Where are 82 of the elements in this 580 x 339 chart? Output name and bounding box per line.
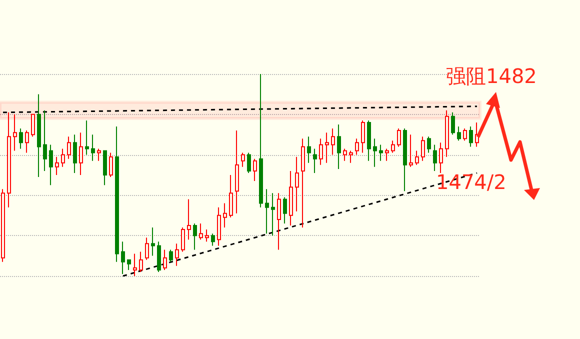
candlestick <box>427 136 431 154</box>
candlestick <box>127 259 131 270</box>
candlestick <box>19 128 23 150</box>
candlestick <box>373 138 377 168</box>
candlestick <box>73 134 77 174</box>
candlestick <box>253 158 257 182</box>
candlestick <box>331 128 335 156</box>
candlestick <box>469 126 473 148</box>
candlestick <box>259 74 263 208</box>
candlestick <box>181 227 185 252</box>
candlestick <box>355 138 359 156</box>
candlestick <box>277 192 281 250</box>
candlestick <box>349 150 353 164</box>
candlestick <box>439 142 443 174</box>
candlestick <box>391 140 395 154</box>
candlestick <box>133 253 137 276</box>
candlestick <box>37 94 41 178</box>
candlestick <box>457 126 461 142</box>
candlestick <box>241 152 245 168</box>
candlestick <box>97 148 101 162</box>
candlestick <box>115 126 119 262</box>
candlestick <box>91 134 95 162</box>
candlestick <box>13 114 17 152</box>
annotation: 1474/2 <box>436 170 506 194</box>
candlestick <box>337 124 341 170</box>
candlestick <box>433 144 437 172</box>
candlestick <box>403 128 407 192</box>
candlestick <box>163 249 167 270</box>
candlestick <box>295 156 299 212</box>
annotation: 强阻1482 <box>446 64 537 88</box>
candlestick <box>319 138 323 166</box>
candlestick <box>145 237 149 260</box>
candlestick <box>43 110 47 172</box>
candlestick <box>235 130 239 214</box>
candlestick <box>7 112 11 208</box>
candlestick <box>67 136 71 160</box>
candlestick <box>463 128 467 142</box>
candlestick <box>205 229 209 242</box>
candlestick <box>193 222 197 250</box>
candlestick <box>283 196 287 224</box>
candlestick <box>367 120 371 162</box>
candlestick <box>397 128 401 148</box>
candlestick <box>361 120 365 154</box>
candlestick <box>31 114 35 138</box>
candlestick <box>343 148 347 162</box>
candlestick <box>325 132 329 164</box>
candlestick <box>211 233 215 246</box>
candlestick <box>103 150 107 186</box>
candlestick <box>247 152 251 174</box>
candlestick <box>415 150 419 166</box>
candlestick <box>409 134 413 168</box>
candlestick <box>301 138 305 228</box>
candlestick <box>61 148 65 168</box>
candlestick <box>385 148 389 162</box>
candlestick <box>151 227 155 256</box>
candlestick <box>1 188 5 262</box>
candlestick <box>79 132 83 176</box>
candlestick <box>187 198 191 240</box>
candlestick <box>289 170 293 226</box>
candlestick <box>307 136 311 164</box>
candlestick <box>229 174 233 218</box>
candlestick <box>475 122 479 148</box>
candlestick <box>139 251 143 272</box>
candlestick <box>421 136 425 162</box>
candlestick <box>445 110 449 158</box>
candlestick <box>451 112 455 136</box>
candlestick <box>265 188 269 234</box>
candlestick <box>271 192 275 236</box>
candlestick <box>55 156 59 176</box>
candlestick <box>157 241 161 272</box>
candlestick <box>223 202 227 228</box>
candlestick <box>109 152 113 178</box>
candlestick <box>379 144 383 162</box>
candlestick <box>313 148 317 174</box>
candlestick <box>217 206 221 246</box>
candlestick <box>49 144 53 186</box>
candlestick <box>169 249 173 262</box>
candlestick <box>85 120 89 156</box>
candlestick <box>175 243 179 266</box>
candlestick <box>25 130 29 154</box>
candlestick <box>199 222 203 240</box>
candlestick <box>121 241 125 274</box>
